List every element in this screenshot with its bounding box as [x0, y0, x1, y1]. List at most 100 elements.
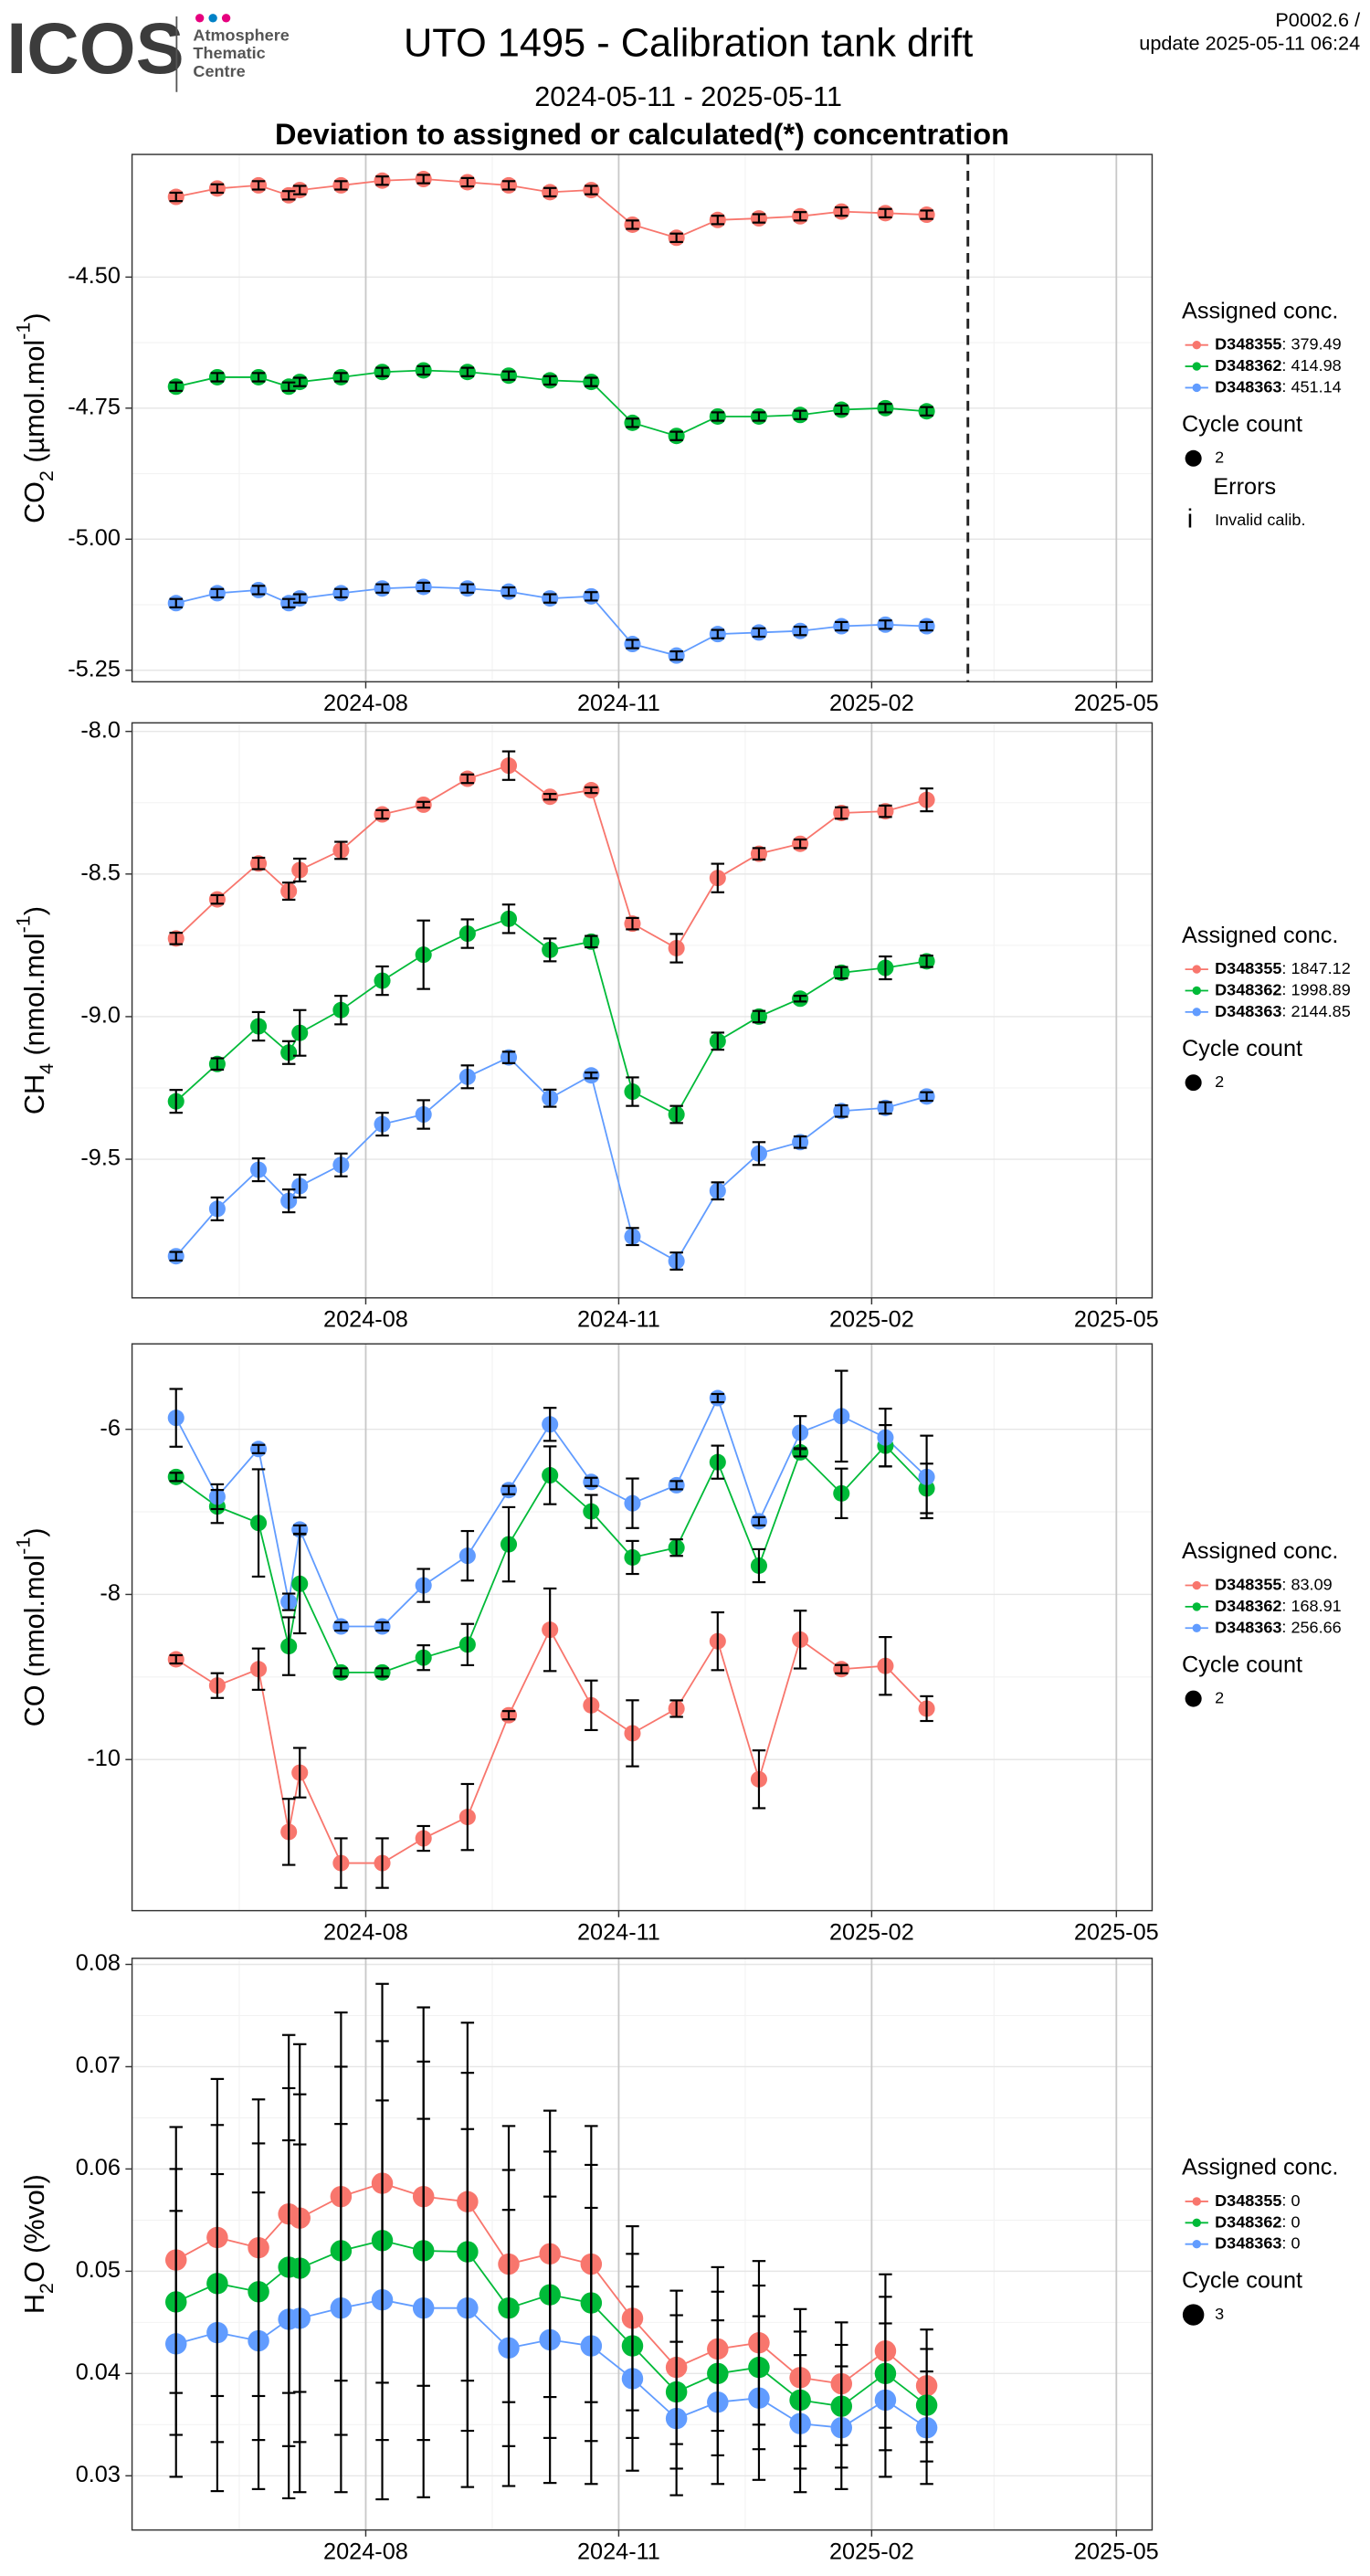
error-bar	[835, 404, 848, 416]
error-bar	[281, 597, 296, 608]
y-axis-label: CH4 (nmol.mol-1)	[12, 906, 58, 1114]
legend-dot	[1192, 1623, 1201, 1632]
legend-title: Assigned conc.	[1182, 923, 1338, 948]
logo-line: Centre	[193, 62, 245, 80]
error-bar	[669, 1480, 683, 1491]
x-tick-label: 2024-11	[577, 691, 660, 716]
error-bar	[711, 1181, 725, 1201]
error-bar	[334, 1667, 348, 1678]
error-bar	[793, 1415, 807, 1451]
y-axis-label: CO (nmol.mol-1)	[12, 1527, 50, 1726]
y-tick-label: -5.25	[68, 656, 121, 681]
plot-border	[131, 722, 1154, 1299]
error-bar	[543, 375, 557, 386]
y-axis-label-part: CO (nmol.mol	[19, 1555, 50, 1726]
legend-value: 83.09	[1291, 1575, 1332, 1593]
error-bar	[835, 966, 848, 980]
legend-entry: D348363: 2144.85	[1215, 1002, 1351, 1020]
error-bar	[711, 862, 725, 893]
x-tick-label: 2024-08	[323, 1920, 408, 1946]
legend-value: 0	[1291, 2191, 1300, 2210]
error-bar	[460, 773, 475, 785]
error-bar	[879, 804, 892, 818]
error-bar	[543, 1088, 557, 1108]
legend-entry: D348362: 1998.89	[1215, 980, 1351, 998]
error-bar	[281, 1040, 296, 1065]
error-bar	[752, 1749, 766, 1810]
error-bar	[501, 586, 516, 597]
legend-title: Cycle count	[1182, 1652, 1302, 1677]
legend-title: Assigned conc.	[1182, 2155, 1338, 2180]
error-bar	[281, 882, 296, 901]
y-axis-label: CO2 (µmol.mol-1)	[12, 313, 58, 523]
legend-size-dot	[1182, 2304, 1205, 2326]
error-bar	[543, 186, 557, 198]
y-axis-label-part: (nmol.mol	[19, 933, 50, 1063]
legend-dot	[1192, 341, 1201, 350]
error-bar	[251, 1157, 266, 1183]
error-bar	[169, 1251, 183, 1262]
error-bar	[251, 2191, 266, 2490]
legend: Assigned conc. D348355: 379.49 D348362: 41…	[1182, 298, 1342, 533]
period: 2024-05-11 - 2025-05-11	[534, 81, 842, 112]
error-bar	[793, 2354, 807, 2494]
error-bar	[711, 1610, 725, 1672]
update: update 2025-05-11 06:24	[1139, 31, 1360, 54]
error-bar	[416, 1568, 430, 1603]
panel: 0.03 0.04 0.05 0.06 0.07 0.08 2024-08 2024-11 20…	[19, 1950, 1159, 2564]
error-bar	[543, 1445, 557, 1505]
legend-name: D348362	[1215, 1597, 1281, 1615]
error-bar	[292, 1747, 307, 1799]
error-bar	[375, 2099, 389, 2501]
legend: Assigned conc. D348355: 83.09 D348362: 168…	[1182, 1538, 1342, 1707]
error-bar	[835, 1467, 848, 1520]
error-bar	[416, 1824, 430, 1853]
error-bar	[251, 856, 266, 871]
legend-dot	[1192, 1580, 1201, 1590]
error-bar	[416, 364, 430, 376]
y-axis-label-part: )	[19, 906, 50, 915]
error-bar	[375, 1667, 389, 1678]
y-tick-label: -9.5	[80, 1145, 121, 1171]
error-bar	[375, 965, 389, 997]
legend-title: Cycle count	[1182, 412, 1302, 438]
y-axis-label-part: )	[19, 313, 50, 322]
error-bar	[210, 587, 225, 599]
x-tick-label: 2025-05	[1074, 691, 1159, 716]
error-bar	[585, 934, 598, 949]
error-bar	[920, 2370, 933, 2486]
error-bar	[626, 2286, 639, 2472]
legend-name: D348362	[1215, 356, 1281, 375]
error-bar	[169, 932, 183, 945]
error-bar	[835, 620, 848, 632]
error-bar	[375, 175, 389, 186]
legend-title: Assigned conc.	[1182, 298, 1338, 323]
x-tick-label: 2025-02	[829, 691, 914, 716]
error-bar	[281, 1592, 296, 1611]
error-bar	[626, 916, 639, 931]
y-axis-label: H2O (%vol)	[19, 2174, 58, 2314]
legend-entry: 3	[1215, 2305, 1224, 2323]
x-tick-label: 2025-05	[1074, 1307, 1159, 1333]
x-tick-label: 2024-11	[577, 2539, 660, 2565]
error-bar	[543, 2195, 557, 2485]
error-bar	[460, 2127, 475, 2488]
error-bar	[501, 180, 516, 191]
error-bar	[835, 806, 848, 820]
error-bar	[460, 583, 475, 594]
error-bar	[334, 840, 348, 860]
y-tick-label: 0.07	[76, 2053, 121, 2078]
error-bar	[752, 213, 766, 224]
y-tick-label: -8	[100, 1580, 120, 1606]
error-bar	[375, 1112, 389, 1137]
legend-value: 414.98	[1291, 356, 1341, 375]
error-bar	[460, 1782, 475, 1852]
legend-name: D348355	[1215, 334, 1281, 353]
error-bar	[585, 1494, 598, 1529]
error-bar	[416, 581, 430, 593]
legend-value: 0	[1291, 2212, 1300, 2231]
error-bar	[375, 808, 389, 820]
y-axis-label-part: O (%vol)	[19, 2174, 50, 2283]
legend-name: D348363	[1215, 1618, 1281, 1636]
